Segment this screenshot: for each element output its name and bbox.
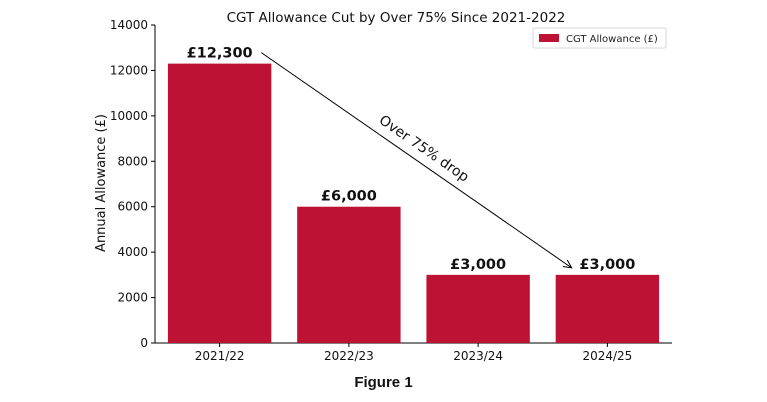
y-tick-label: 10000 [110, 109, 148, 123]
bar [426, 274, 530, 343]
figure-caption: Figure 1 [354, 374, 413, 391]
x-tick-label: 2023/24 [453, 349, 503, 363]
plot-area: 0 2000 4000 6000 8000 10000 12000 14000 2021/22 £… [110, 18, 672, 363]
legend: CGT Allowance (£) [532, 27, 667, 49]
data-label: £3,000 [579, 257, 635, 273]
data-label: £6,000 [321, 189, 377, 205]
x-tick-label: 2024/25 [582, 349, 632, 363]
legend-label: CGT Allowance (£) [566, 34, 658, 45]
y-axis-label: Annual Allowance (£) [94, 114, 109, 252]
legend-box [532, 27, 667, 49]
legend-swatch [539, 34, 559, 42]
y-tick-label: 8000 [117, 154, 148, 168]
y-tick-label: 14000 [110, 18, 148, 32]
bar [167, 63, 272, 343]
data-label: £12,300 [187, 46, 253, 62]
y-tick-label: 6000 [117, 200, 148, 214]
y-tick-label: 2000 [117, 291, 148, 305]
annotation-arrow-line [261, 52, 572, 269]
chart-title: CGT Allowance Cut by Over 75% Since 2021… [227, 10, 566, 26]
annotation-arrow-head [562, 259, 573, 269]
data-label: £3,000 [450, 257, 506, 273]
y-tick-label: 4000 [117, 245, 148, 259]
bar [555, 274, 660, 343]
y-tick-label: 0 [140, 336, 148, 350]
x-tick-label: 2022/23 [324, 349, 374, 363]
y-tick-label: 12000 [110, 63, 148, 77]
bar [297, 206, 401, 343]
annotation-text: Over 75% drop [376, 112, 472, 185]
x-tick-label: 2021/22 [195, 349, 245, 363]
